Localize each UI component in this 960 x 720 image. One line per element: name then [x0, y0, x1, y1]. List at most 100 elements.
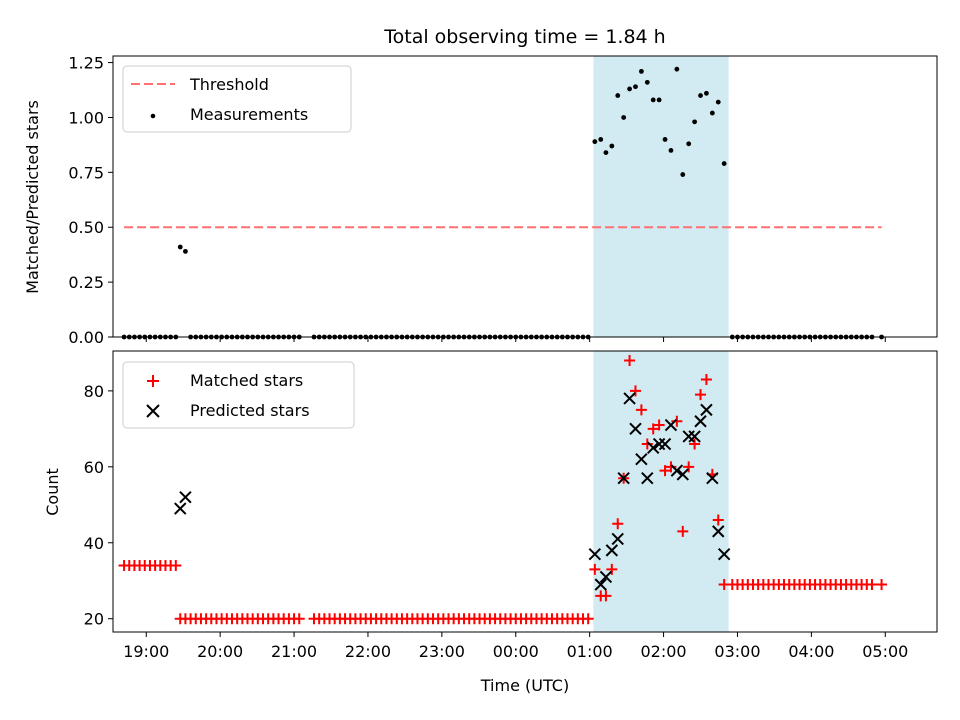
- legend-threshold-label: Threshold: [189, 75, 269, 94]
- predicted-star-point: [588, 547, 602, 561]
- top-y-tick-label: 1.25: [68, 54, 104, 73]
- measurement-point: [709, 110, 715, 116]
- predicted-star-point: [605, 544, 619, 557]
- predicted-star-point: [611, 532, 624, 546]
- predicted-star-point: [682, 430, 695, 443]
- top-panel: 0.00 0.25 0.50 0.75 1.00 1.25 Matched/Predict…: [23, 54, 938, 347]
- top-x-ticks: [145, 337, 886, 342]
- legend-measurements-swatch: [150, 113, 156, 119]
- matched-star-point: [689, 438, 701, 450]
- matched-star-point: [700, 373, 712, 385]
- bottom-shaded-interval: [593, 351, 729, 632]
- matched-star-point: [671, 415, 683, 427]
- measurement-point: [603, 150, 609, 155]
- predicted-star-point: [717, 547, 731, 561]
- predicted-star-point: [694, 415, 707, 428]
- predicted-star-point: [652, 437, 666, 451]
- measurement-point: [704, 90, 709, 96]
- bottom-legend-box: [122, 361, 355, 429]
- predicted-star-point: [670, 464, 684, 477]
- matched-star-point: [683, 461, 695, 473]
- predicted-star-point: [676, 468, 689, 481]
- matched-star-point: [635, 404, 647, 416]
- measurement-point: [592, 139, 598, 145]
- matched-star-point: [665, 461, 677, 473]
- matched-star-point: [629, 385, 641, 397]
- predicted-star-point: [706, 472, 719, 485]
- predicted-star-point: [647, 441, 660, 455]
- top-y-tick-label: 0.00: [68, 328, 104, 347]
- top-legend: Threshold Measurements: [122, 65, 352, 133]
- top-y-tick-label: 0.25: [68, 273, 104, 292]
- x-tick-label: 22:00: [345, 642, 391, 661]
- x-tick-label: 05:00: [862, 642, 908, 661]
- measurement-point: [721, 161, 727, 166]
- top-y-tick-label: 0.75: [68, 163, 104, 182]
- bottom-shaded-span: [593, 351, 729, 632]
- measurement-point: [686, 141, 692, 147]
- legend-predicted-label: Predicted stars: [190, 401, 310, 420]
- x-tick-label: 04:00: [788, 642, 834, 661]
- matched-star-point: [589, 563, 601, 575]
- measurement-point: [668, 147, 674, 153]
- top-shaded-span: [593, 56, 729, 337]
- bottom-panel: 20 40 60 80 19:00 20:00 21:00 22:00 23:00 00:00 0…: [43, 350, 938, 695]
- matched-star-point: [606, 563, 618, 575]
- bottom-x-ticks: 19:00 20:00 21:00 22:00 23:00 00:00 01:00 02:00…: [123, 632, 908, 661]
- x-tick-label: 19:00: [123, 642, 169, 661]
- predicted-star-point: [179, 490, 192, 504]
- matched-star-point: [677, 525, 689, 537]
- bottom-legend: Matched stars Predicted stars: [122, 361, 355, 429]
- matched-star-point: [170, 560, 182, 572]
- bottom-y-ticks: 20 40 60 80: [84, 382, 113, 629]
- matched-stars-series: [118, 354, 888, 625]
- matched-star-point: [624, 354, 636, 366]
- matched-star-point: [653, 419, 665, 431]
- matched-star-point: [647, 423, 659, 435]
- predicted-star-point: [664, 418, 678, 432]
- top-y-axis-label: Matched/Predicted stars: [23, 100, 42, 294]
- x-tick-label: 21:00: [271, 642, 317, 661]
- bottom-y-tick-label: 40: [84, 534, 104, 553]
- measurement-point: [633, 84, 638, 90]
- bottom-y-tick-label: 60: [84, 458, 104, 477]
- predicted-star-point: [174, 502, 187, 515]
- bottom-y-tick-label: 80: [84, 382, 104, 401]
- matched-star-point: [600, 590, 612, 602]
- chart-title: Total observing time = 1.84 h: [383, 26, 665, 48]
- matched-star-point: [866, 579, 878, 591]
- predicted-star-point: [658, 437, 672, 451]
- predicted-star-point: [623, 392, 636, 405]
- x-tick-label: 01:00: [567, 642, 613, 661]
- measurement-point: [662, 137, 668, 142]
- measurement-point: [609, 143, 615, 149]
- matched-star-point: [659, 465, 671, 477]
- measurement-point: [598, 137, 604, 142]
- x-tick-label: 03:00: [714, 642, 760, 661]
- measurement-point: [183, 248, 188, 254]
- matched-star-point: [876, 579, 888, 591]
- top-y-ticks: 0.00 0.25 0.50 0.75 1.00 1.25: [68, 54, 113, 347]
- x-tick-label: 02:00: [641, 642, 687, 661]
- x-axis-label: Time (UTC): [480, 676, 569, 695]
- predicted-star-point: [700, 403, 713, 417]
- measurement-point: [621, 115, 627, 120]
- matched-star-point: [641, 438, 653, 450]
- measurement-point: [674, 66, 680, 72]
- measurement-point: [715, 99, 721, 105]
- x-tick-label: 00:00: [493, 642, 539, 661]
- matched-star-point: [712, 514, 724, 526]
- legend-measurements-label: Measurements: [190, 105, 308, 124]
- predicted-star-point: [594, 578, 607, 591]
- predicted-star-point: [599, 570, 613, 584]
- top-axes-frame: [112, 55, 938, 338]
- top-y-tick-label: 1.00: [68, 108, 104, 127]
- predicted-star-point: [629, 422, 642, 436]
- predicted-star-point: [688, 430, 701, 443]
- measurement-point: [615, 93, 621, 98]
- matched-star-point: [582, 613, 594, 625]
- bottom-y-axis-label: Count: [43, 468, 62, 516]
- measurement-point: [627, 86, 632, 92]
- measurement-point: [680, 172, 686, 177]
